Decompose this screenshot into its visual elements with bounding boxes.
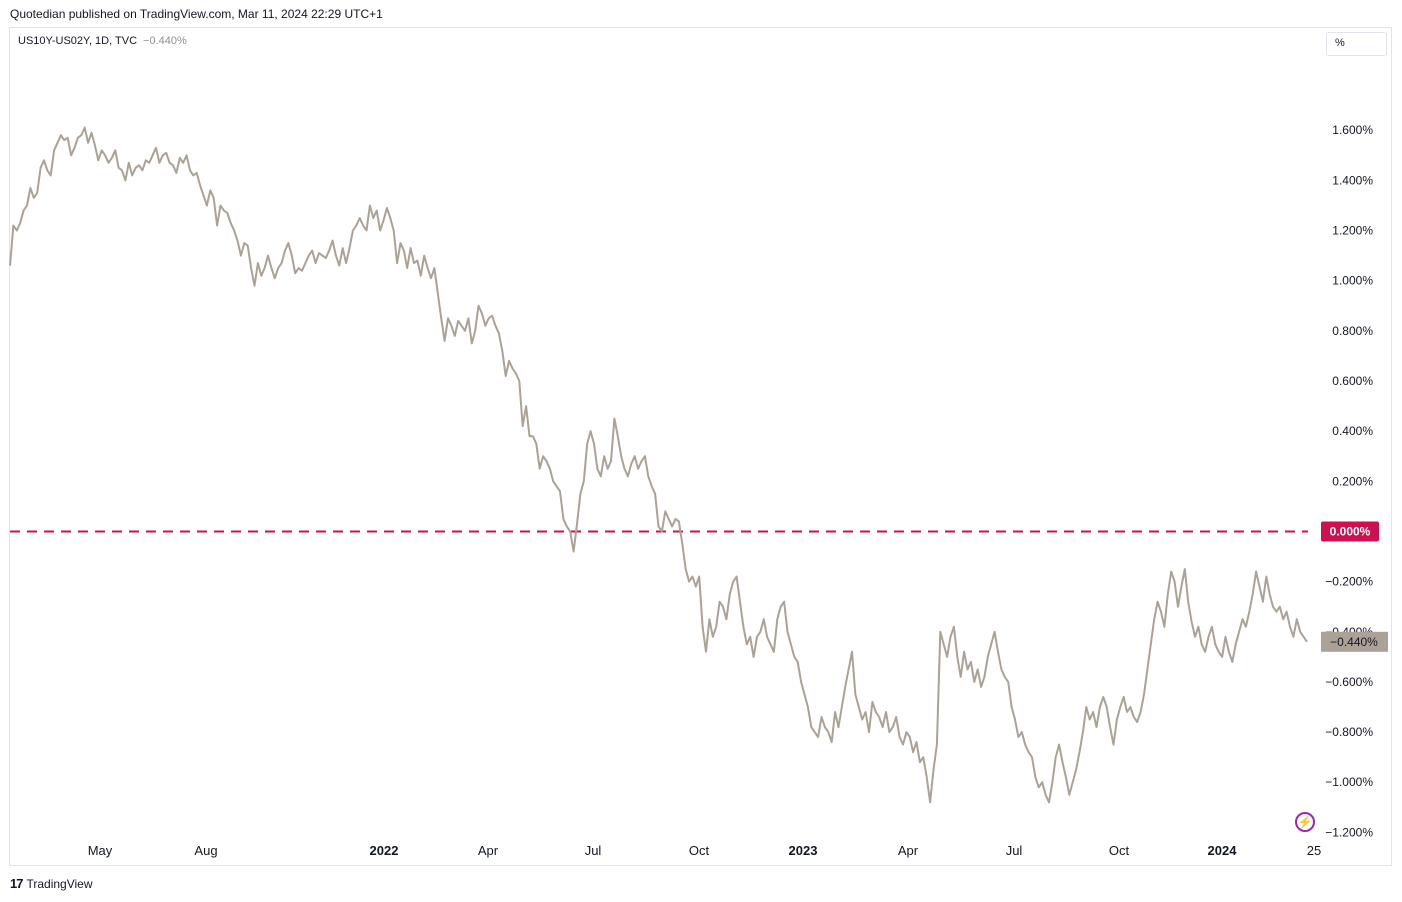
x-tick-label: Oct <box>689 843 710 858</box>
scale-mode-button[interactable]: % <box>1326 32 1387 56</box>
x-tick-label: Apr <box>478 843 499 858</box>
x-tick-label: 2022 <box>370 843 399 858</box>
y-tick-label: 0.400% <box>1332 424 1373 438</box>
x-tick-label: 2023 <box>789 843 818 858</box>
last-price-label: −0.440% <box>1330 635 1378 649</box>
x-tick-label: Jul <box>1006 843 1023 858</box>
y-tick-label: 0.200% <box>1332 474 1373 488</box>
y-tick-label: −1.200% <box>1325 825 1373 839</box>
last-price-tag <box>1321 631 1388 652</box>
y-tick-label: 0.600% <box>1332 374 1373 388</box>
footer-brand[interactable]: 17 TradingView <box>10 876 93 891</box>
y-tick-label: 0.800% <box>1332 324 1373 338</box>
series-legend[interactable]: US10Y-US02Y, 1D, TVC −0.440% <box>18 35 187 47</box>
publisher-caption: Quotedian published on TradingView.com, … <box>10 7 383 21</box>
footer-brand-text: TradingView <box>26 876 93 891</box>
y-tick-label: 1.000% <box>1332 274 1373 288</box>
x-tick-label: 2024 <box>1208 843 1238 858</box>
series-group <box>9 126 1308 804</box>
x-tick-label: 25 <box>1307 843 1321 858</box>
y-tick-label: 1.600% <box>1332 123 1373 137</box>
spread-series-line <box>9 126 1308 804</box>
zero-price-label: 0.000% <box>1330 524 1371 538</box>
x-axis[interactable]: May Aug 2022 Apr Jul Oct 2023 Apr Jul Oct 2024 25 <box>88 843 1322 858</box>
chart-frame <box>9 27 1392 866</box>
y-tick-label: 1.200% <box>1332 224 1373 238</box>
x-tick-label: Oct <box>1109 843 1130 858</box>
x-tick-label: Aug <box>194 843 217 858</box>
price-labels: 0.000% −0.440% <box>1321 521 1388 652</box>
x-tick-label: Jul <box>585 843 602 858</box>
y-tick-label: −0.600% <box>1325 675 1373 689</box>
tradingview-logo-icon: 17 <box>10 876 24 891</box>
zero-price-tag <box>1321 521 1379 542</box>
y-tick-label: −0.800% <box>1325 725 1373 739</box>
y-tick-label: 1.400% <box>1332 173 1373 187</box>
x-tick-label: Apr <box>898 843 919 858</box>
legend-symbol: US10Y-US02Y, 1D, TVC <box>18 35 138 47</box>
x-tick-label: May <box>88 843 113 858</box>
y-tick-label: −1.000% <box>1325 775 1373 789</box>
y-axis[interactable]: 1.600% 1.400% 1.200% 1.000% 0.800% 0.600% 0.40… <box>1325 123 1373 839</box>
legend-value: −0.440% <box>143 35 187 47</box>
y-tick-label: −0.200% <box>1325 575 1373 589</box>
lightning-icon[interactable]: ⚡ <box>1295 812 1315 832</box>
